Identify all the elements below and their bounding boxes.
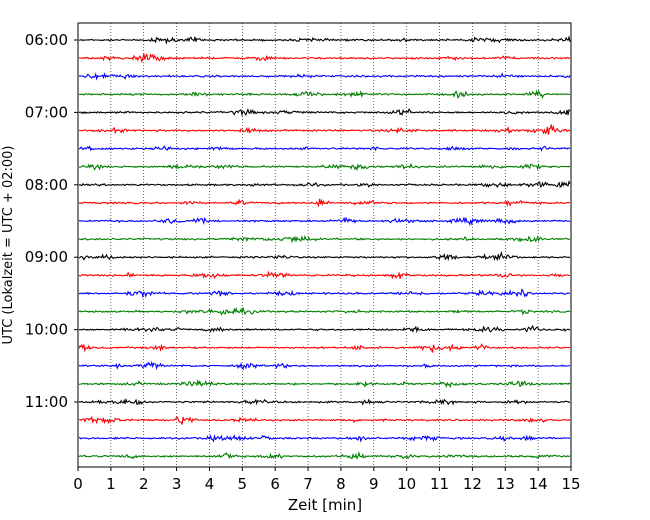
x-tick-label: 0 xyxy=(73,475,83,493)
x-tick-label: 2 xyxy=(139,475,149,493)
x-tick-label: 5 xyxy=(238,475,248,493)
x-tick-label: 14 xyxy=(529,475,548,493)
trace-06:00 xyxy=(78,35,571,45)
x-axis-ticks: 0 1 2 3 4 5 6 7 8 9 10 11 12 13 14 15 xyxy=(73,467,581,493)
trace-06:45 xyxy=(78,89,571,100)
seismic-traces xyxy=(78,35,571,460)
y-tick-label: 09:00 xyxy=(25,248,68,266)
y-tick-label: 06:00 xyxy=(25,31,68,49)
trace-08:45 xyxy=(78,234,571,244)
x-tick-label: 15 xyxy=(561,475,580,493)
x-axis-label: Zeit [min] xyxy=(288,496,362,514)
trace-08:15 xyxy=(78,198,571,208)
trace-08:00 xyxy=(78,180,571,189)
x-tick-label: 3 xyxy=(172,475,182,493)
plot-frame xyxy=(77,22,572,468)
trace-09:45 xyxy=(78,306,571,316)
trace-11:00 xyxy=(78,397,571,406)
y-tick-label: 07:00 xyxy=(25,103,68,121)
trace-07:00 xyxy=(78,108,571,117)
trace-08:30 xyxy=(78,216,571,227)
trace-07:45 xyxy=(79,162,571,172)
y-tick-label: 10:00 xyxy=(25,321,68,339)
x-tick-label: 9 xyxy=(369,475,379,493)
y-axis-label: UTC (Lokalzeit = UTC + 02:00) xyxy=(1,146,16,345)
x-tick-label: 6 xyxy=(270,475,280,493)
y-tick-label: 08:00 xyxy=(25,176,68,194)
trace-09:30 xyxy=(78,288,571,299)
trace-09:15 xyxy=(78,270,571,280)
x-tick-label: 10 xyxy=(397,475,416,493)
trace-10:45 xyxy=(78,379,571,389)
trace-06:30 xyxy=(78,72,571,81)
trace-10:30 xyxy=(78,360,571,371)
x-tick-label: 7 xyxy=(303,475,313,493)
x-tick-label: 13 xyxy=(496,475,515,493)
trace-11:45 xyxy=(78,451,571,460)
trace-07:30 xyxy=(78,145,571,152)
trace-11:15 xyxy=(78,415,571,425)
trace-07:15 xyxy=(78,124,571,135)
x-tick-label: 11 xyxy=(430,475,449,493)
x-tick-label: 1 xyxy=(106,475,116,493)
trace-10:00 xyxy=(78,324,571,334)
trace-11:30 xyxy=(78,434,571,443)
x-tick-label: 12 xyxy=(463,475,482,493)
x-gridlines xyxy=(110,23,539,467)
trace-10:15 xyxy=(78,343,571,353)
trace-06:15 xyxy=(78,53,571,63)
y-axis-ticks: 06:00 07:00 08:00 09:00 10:00 11:00 xyxy=(25,31,78,411)
x-tick-label: 8 xyxy=(336,475,346,493)
y-tick-label: 11:00 xyxy=(25,393,68,411)
trace-09:00 xyxy=(78,250,571,262)
x-tick-label: 4 xyxy=(205,475,215,493)
